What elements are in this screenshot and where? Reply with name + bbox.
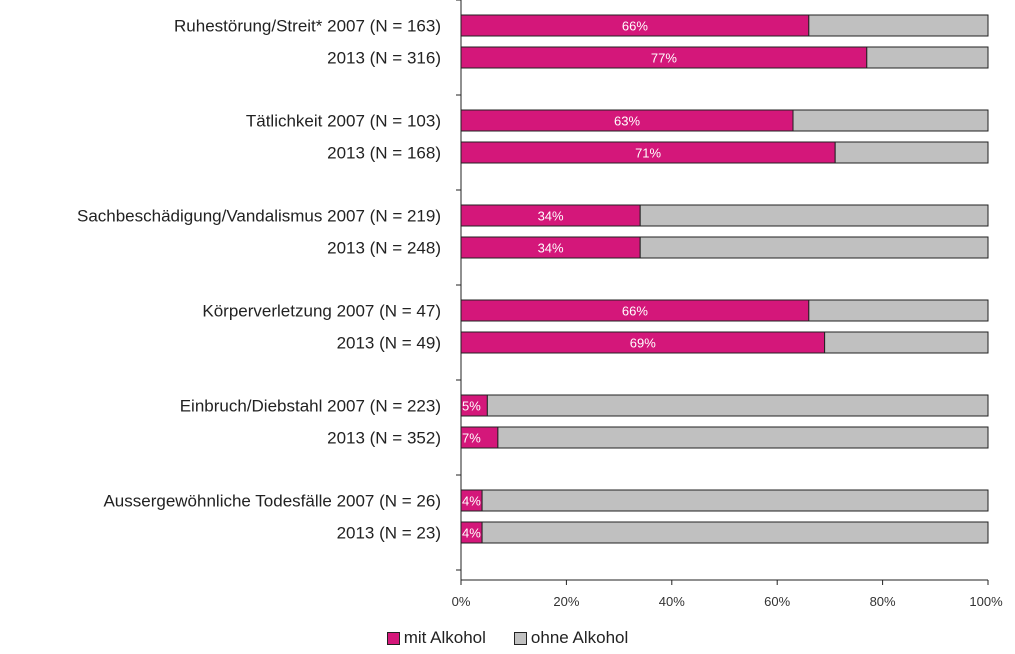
legend-label-mit-alkohol: mit Alkohol	[403, 628, 486, 647]
bar-data-label: 4%	[462, 494, 481, 509]
category-label: 2013 (N = 23)	[337, 524, 441, 543]
labels-layer: 66% Ruhestörung/Streit* 2007 (N = 163) 77%…	[77, 17, 677, 543]
bar-ohne-alkohol	[481, 521, 989, 544]
bar-data-label: 77%	[651, 51, 677, 66]
bar-data-label: 71%	[635, 146, 661, 161]
bar-ohne-alkohol	[834, 141, 989, 164]
category-label: 2013 (N = 316)	[327, 49, 441, 68]
bars-layer	[460, 14, 989, 544]
x-tick-label: 0%	[452, 594, 471, 609]
category-label: Aussergewöhnliche Todesfälle 2007 (N = 2…	[103, 492, 441, 511]
category-label: Tätlichkeit 2007 (N = 103)	[246, 112, 441, 131]
bar-ohne-alkohol	[639, 204, 989, 227]
category-label: Körperverletzung 2007 (N = 47)	[202, 302, 441, 321]
bar-ohne-alkohol	[808, 299, 989, 322]
bar-data-label: 63%	[614, 114, 640, 129]
bar-ohne-alkohol	[792, 109, 989, 132]
legend-label-ohne-alkohol: ohne Alkohol	[530, 628, 629, 647]
bar-data-label: 66%	[622, 19, 648, 34]
bar-ohne-alkohol	[866, 46, 989, 69]
stacked-bar-chart: 0% 20% 40% 60% 80% 100% 66% Ruhestörung/Streit…	[77, 0, 1003, 609]
bar-ohne-alkohol	[486, 394, 989, 417]
legend-item-ohne-alkohol: ohne Alkohol	[513, 628, 629, 648]
category-label: 2013 (N = 352)	[327, 429, 441, 448]
bar-data-label: 66%	[622, 304, 648, 319]
category-label: Sachbeschädigung/Vandalismus 2007 (N = 2…	[77, 207, 441, 226]
category-label: 2013 (N = 49)	[337, 334, 441, 353]
x-tick-label: 80%	[870, 594, 896, 609]
bar-data-label: 69%	[630, 336, 656, 351]
bar-ohne-alkohol	[808, 14, 989, 37]
x-tick-label: 60%	[764, 594, 790, 609]
category-label: 2013 (N = 168)	[327, 144, 441, 163]
axis-layer: 0% 20% 40% 60% 80% 100%	[452, 0, 1003, 609]
bar-ohne-alkohol	[639, 236, 989, 259]
bar-data-label: 7%	[462, 431, 481, 446]
bar-ohne-alkohol	[824, 331, 989, 354]
category-label: 2013 (N = 248)	[327, 239, 441, 258]
legend-swatch-ohne-alkohol	[513, 631, 527, 645]
category-label: Ruhestörung/Streit* 2007 (N = 163)	[174, 17, 441, 36]
bar-data-label: 4%	[462, 526, 481, 541]
bar-ohne-alkohol	[481, 489, 989, 512]
bar-data-label: 34%	[538, 209, 564, 224]
x-tick-label: 20%	[553, 594, 579, 609]
bar-data-label: 5%	[462, 399, 481, 414]
chart-legend: mit Alkohol ohne Alkohol	[0, 628, 1015, 648]
bar-data-label: 34%	[538, 241, 564, 256]
bar-ohne-alkohol	[497, 426, 989, 449]
category-label: Einbruch/Diebstahl 2007 (N = 223)	[180, 397, 441, 416]
legend-swatch-mit-alkohol	[386, 631, 400, 645]
x-tick-label: 100%	[969, 594, 1003, 609]
x-tick-label: 40%	[659, 594, 685, 609]
legend-item-mit-alkohol: mit Alkohol	[386, 628, 486, 648]
